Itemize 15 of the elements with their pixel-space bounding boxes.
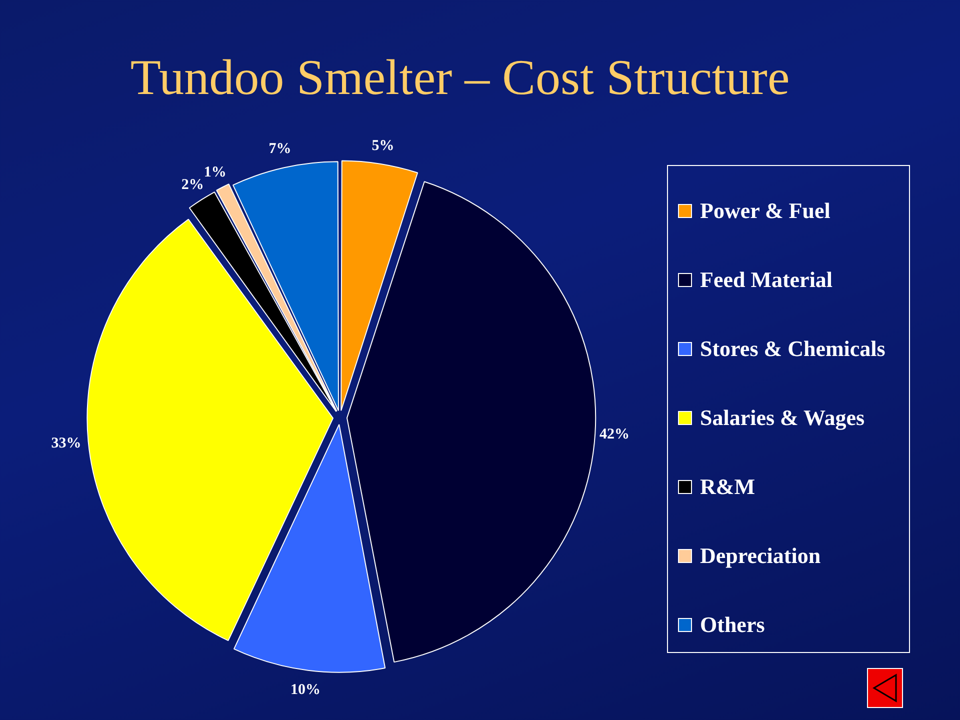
data-label: 7%	[268, 141, 292, 157]
data-label: 42%	[599, 426, 630, 443]
data-label: 2%	[181, 177, 204, 194]
legend-label: R&M	[700, 474, 755, 500]
legend-label: Feed Material	[700, 266, 833, 292]
legend-label: Salaries & Wages	[700, 404, 865, 430]
legend-label: Power & Fuel	[700, 198, 830, 224]
data-label: 5%	[372, 138, 394, 154]
legend-label: Depreciation	[700, 542, 821, 568]
data-label: 1%	[204, 164, 226, 180]
legend-label: Others	[700, 612, 765, 638]
data-label: 10%	[290, 682, 321, 698]
chart-title: Tundoo Smelter – Cost Structure	[129, 48, 791, 106]
data-label: 33%	[51, 435, 82, 452]
legend-label: Stores & Chemicals	[700, 336, 886, 362]
